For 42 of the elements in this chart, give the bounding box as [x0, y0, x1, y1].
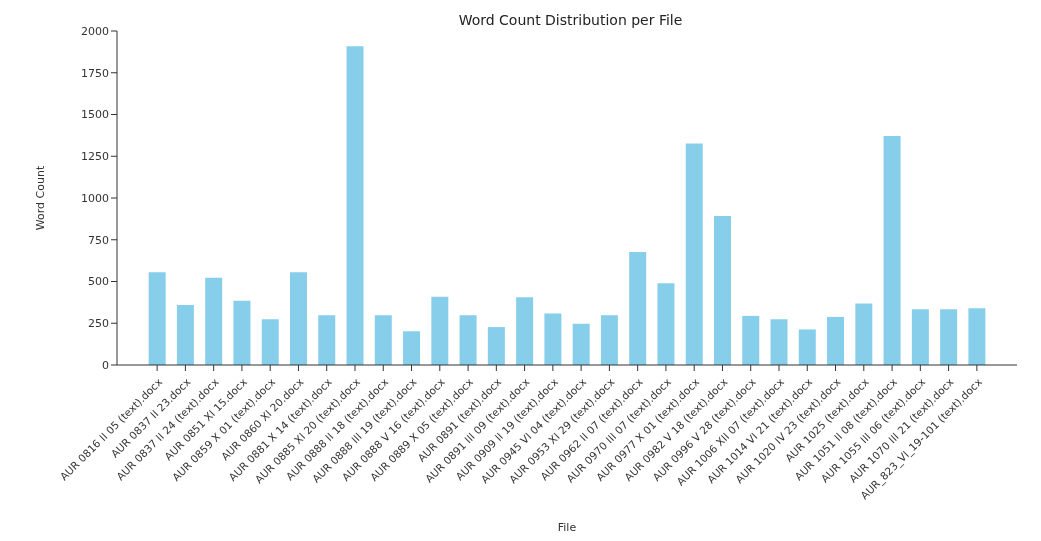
- bar: [261, 319, 279, 365]
- bar: [883, 135, 901, 365]
- bar: [289, 272, 307, 365]
- bar: [176, 304, 194, 365]
- bar: [940, 309, 958, 365]
- bar: [374, 315, 392, 365]
- y-tick-label: 1500: [81, 108, 109, 122]
- bar: [685, 143, 703, 365]
- bar: [855, 303, 873, 365]
- y-tick-label: 1000: [81, 191, 109, 205]
- bar: [629, 251, 647, 365]
- bar: [431, 296, 449, 365]
- bar: [657, 283, 675, 365]
- bar: [968, 308, 986, 365]
- bar: [770, 319, 788, 365]
- bar: [318, 315, 336, 365]
- y-tick-label: 500: [88, 275, 109, 289]
- y-axis-title: Word Count: [33, 165, 47, 231]
- bar: [516, 297, 534, 365]
- y-tick-label: 250: [88, 317, 109, 331]
- bar: [713, 216, 731, 365]
- bar: [459, 315, 477, 365]
- bar: [403, 331, 421, 365]
- bar: [572, 323, 590, 365]
- bar: [742, 315, 760, 365]
- bar: [600, 315, 618, 365]
- y-tick-label: 0: [102, 358, 109, 372]
- y-tick-label: 1750: [81, 66, 109, 80]
- x-axis-title: File: [557, 521, 577, 534]
- bar: [148, 272, 166, 365]
- bar: [911, 309, 929, 365]
- bar: [827, 316, 845, 365]
- y-tick-label: 750: [88, 233, 109, 247]
- y-tick-label: 1250: [81, 150, 109, 164]
- bar: [798, 329, 816, 365]
- bar: [346, 46, 364, 365]
- bar: [233, 300, 251, 365]
- y-tick-label: 2000: [81, 24, 109, 38]
- chart-title: Word Count Distribution per File: [458, 12, 683, 28]
- bar: [487, 327, 505, 365]
- bar: [544, 313, 562, 365]
- bar: [205, 277, 223, 365]
